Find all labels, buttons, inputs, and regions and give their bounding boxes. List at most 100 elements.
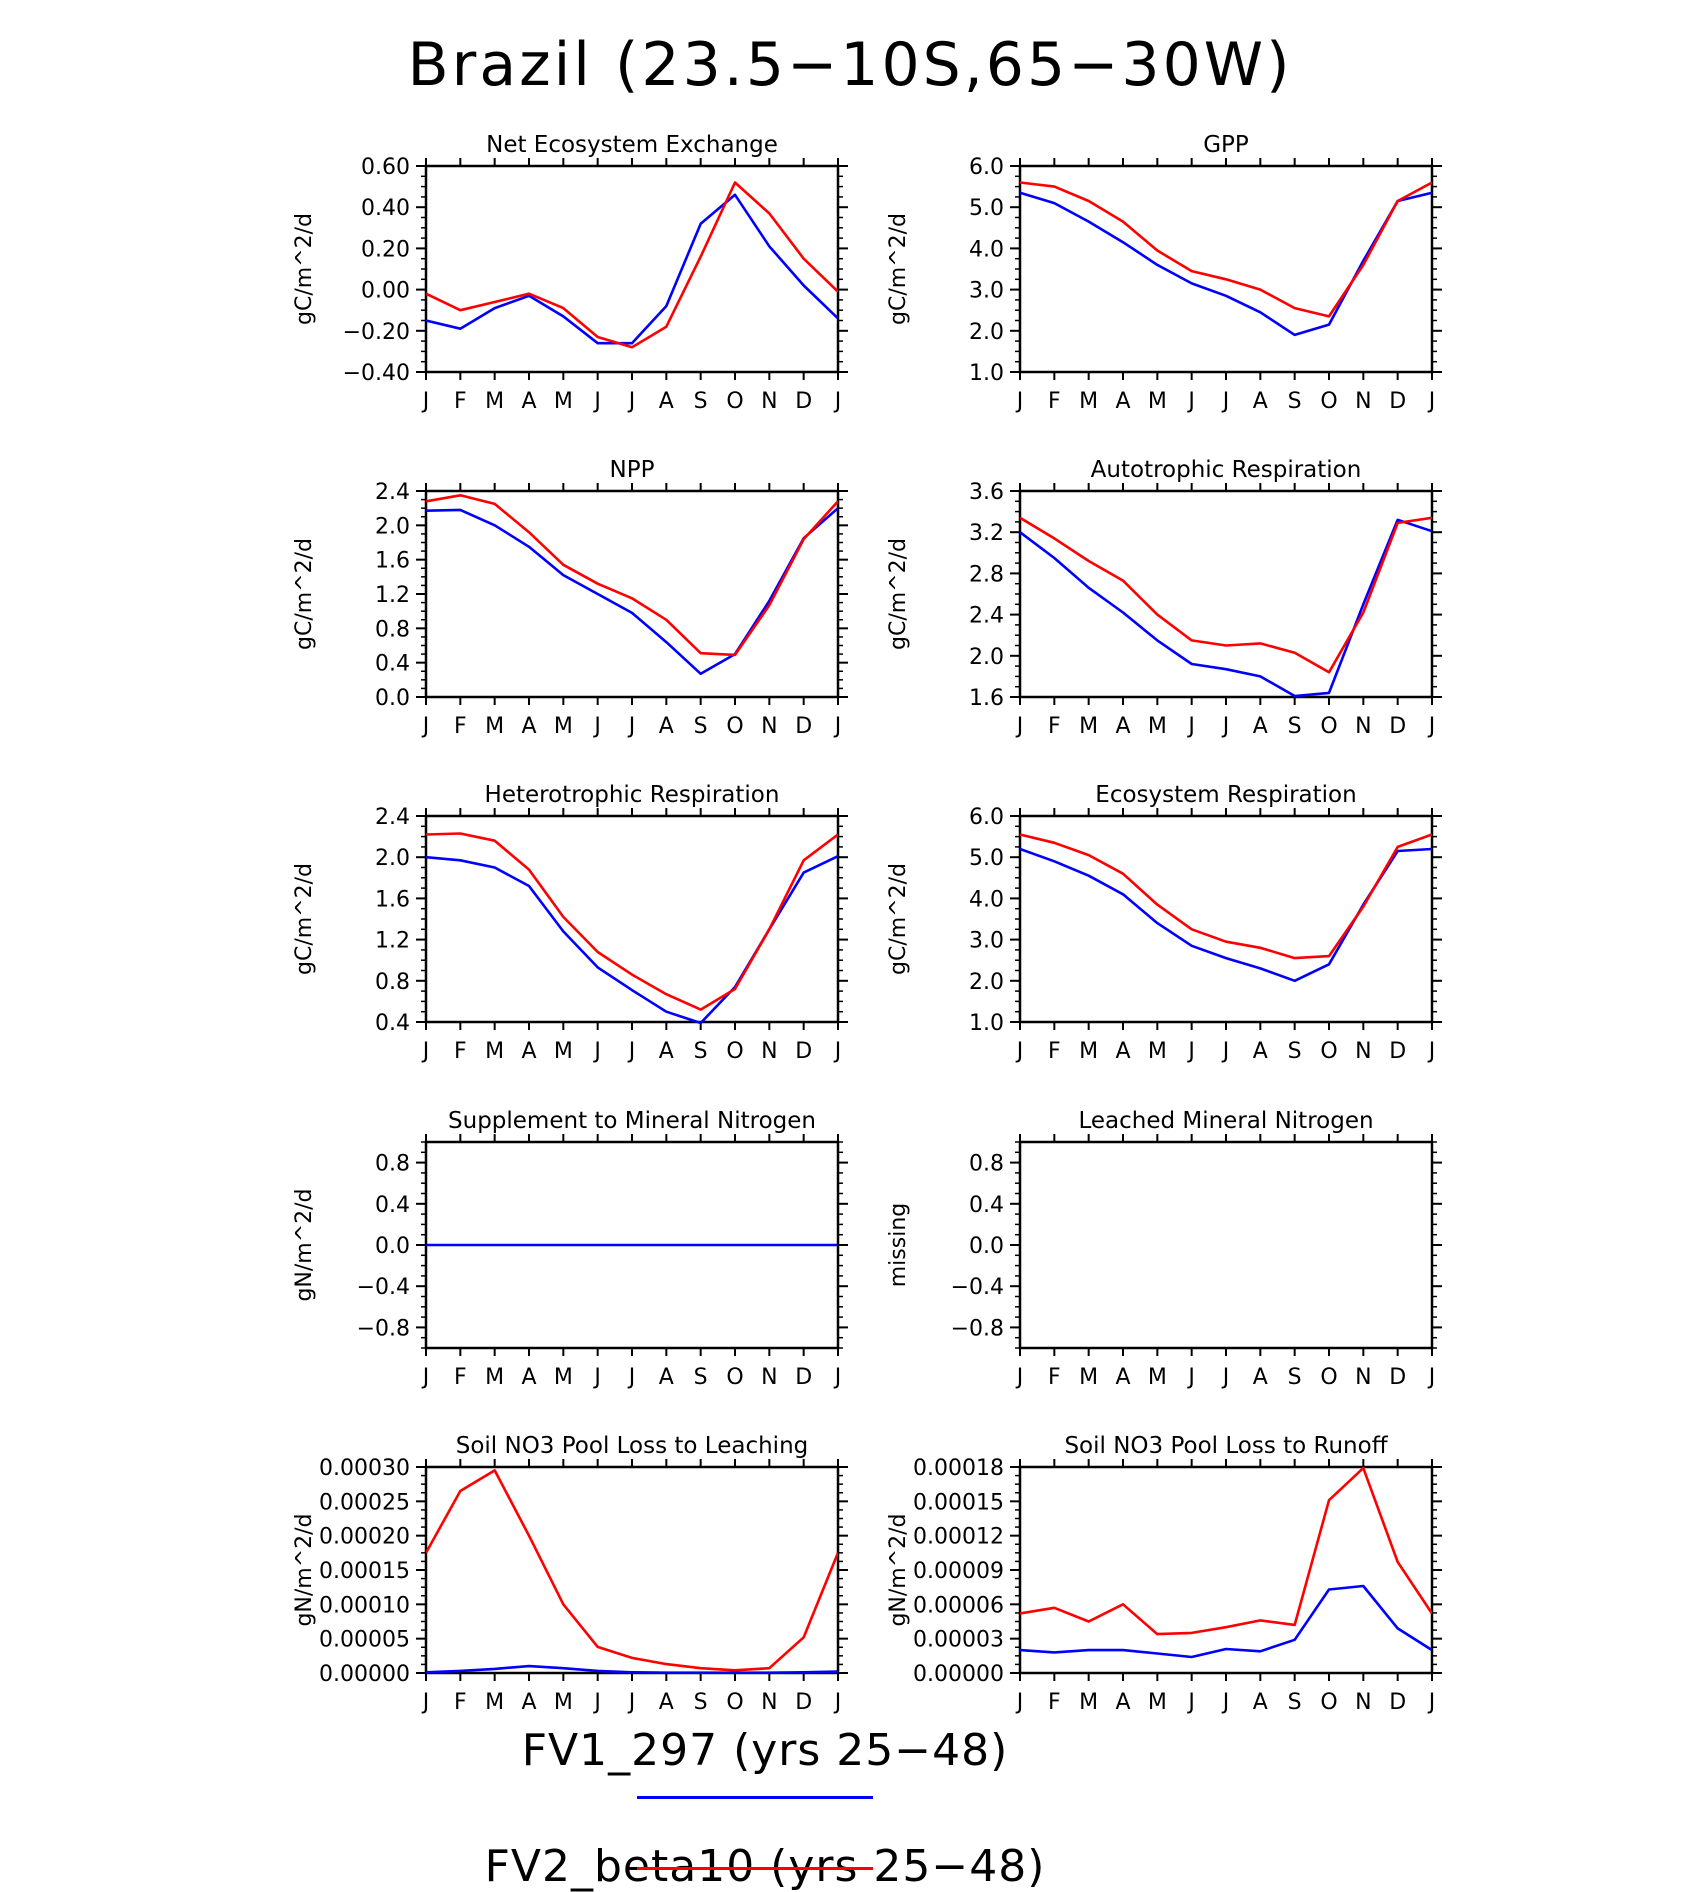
x-tick-label: A (659, 1690, 674, 1715)
x-tick-label: N (1355, 389, 1371, 414)
x-tick-label: A (521, 1690, 536, 1715)
x-tick-label: J (1221, 1039, 1230, 1064)
series-line-fv1 (1020, 518, 1432, 698)
x-tick-label: J (833, 1365, 842, 1390)
series-line-fv2 (426, 832, 838, 1011)
x-tick-label: M (554, 1039, 573, 1064)
x-tick-label: M (554, 714, 573, 739)
y-tick-label: 2.8 (969, 562, 1004, 587)
x-tick-label: J (421, 1690, 430, 1715)
x-tick-label: A (659, 1039, 674, 1064)
plot-frame (1018, 1465, 1434, 1675)
x-tick-label: A (659, 1365, 674, 1390)
y-tick-label: 0.00020 (319, 1525, 410, 1550)
series-line-fv1 (426, 193, 838, 345)
x-tick-label: F (1048, 714, 1061, 739)
y-tick-label: −0.8 (357, 1316, 410, 1341)
x-tick-label: M (485, 1365, 504, 1390)
series-line-fv1 (1020, 191, 1432, 337)
x-tick-label: S (1288, 714, 1302, 739)
x-tick-label: O (726, 1039, 743, 1064)
series-line-fv1 (426, 507, 838, 676)
series-line-fv2 (1020, 833, 1432, 960)
y-tick-label: −0.20 (343, 320, 410, 345)
x-tick-label: J (1427, 714, 1436, 739)
series-line-fv2 (426, 1469, 838, 1672)
y-tick-label: 3.0 (969, 929, 1004, 954)
y-tick-label: 2.0 (969, 970, 1004, 995)
y-tick-label: 0.00 (361, 279, 410, 304)
y-tick-label: 0.00025 (319, 1490, 410, 1515)
x-tick-label: F (1048, 389, 1061, 414)
y-tick-label: 5.0 (969, 196, 1004, 221)
y-tick-label: 3.2 (969, 521, 1004, 546)
x-tick-label: M (1148, 389, 1167, 414)
y-tick-label: 1.2 (375, 583, 410, 608)
x-tick-label: J (1186, 714, 1195, 739)
panel-9: J F M A M J J A S O N D J0.000300.000250.000200.0001… (292, 1433, 848, 1715)
y-tick-label: 2.0 (375, 846, 410, 871)
x-tick-label: F (454, 1365, 467, 1390)
y-axis-label: gC/m^2/d (886, 863, 911, 975)
x-tick-label: J (421, 389, 430, 414)
x-tick-label: J (592, 1365, 601, 1390)
x-tick-label: J (833, 1039, 842, 1064)
series-line-fv2 (1020, 516, 1432, 674)
y-tick-label: 1.6 (375, 549, 410, 574)
x-tick-label: M (554, 1690, 573, 1715)
y-tick-label: 2.4 (969, 604, 1004, 629)
y-tick-label: 0.4 (375, 652, 410, 677)
x-tick-label: D (795, 1690, 812, 1715)
x-tick-label: M (485, 714, 504, 739)
x-tick-label: S (694, 1365, 708, 1390)
x-tick-label: A (1115, 389, 1130, 414)
x-tick-label: J (833, 1690, 842, 1715)
y-tick-label: 0.00018 (913, 1456, 1004, 1481)
y-tick-label: 0.00010 (319, 1593, 410, 1618)
series-line-fv1 (426, 855, 838, 1024)
y-tick-label: 0.8 (375, 970, 410, 995)
y-tick-label: 6.0 (969, 155, 1004, 180)
y-tick-label: −0.8 (951, 1316, 1004, 1341)
y-axis-label: missing (886, 1203, 911, 1288)
x-tick-label: D (1389, 1039, 1406, 1064)
y-tick-label: 0.00015 (913, 1490, 1004, 1515)
x-tick-label: S (1288, 389, 1302, 414)
y-tick-label: 3.6 (969, 480, 1004, 505)
x-tick-label: A (659, 714, 674, 739)
x-tick-label: J (421, 714, 430, 739)
series-line-fv1 (1020, 1584, 1432, 1659)
y-tick-label: −0.40 (343, 361, 410, 386)
x-tick-label: N (761, 1365, 777, 1390)
x-tick-label: J (1221, 1690, 1230, 1715)
x-tick-label: J (1427, 1690, 1436, 1715)
x-tick-label: S (694, 389, 708, 414)
x-tick-label: M (1079, 714, 1098, 739)
x-tick-label: M (554, 389, 573, 414)
x-tick-label: J (627, 1690, 636, 1715)
x-tick-label: J (1427, 389, 1436, 414)
x-tick-label: J (1186, 1039, 1195, 1064)
panel-1: J F M A M J J A S O N D J0.600.400.200.00−0.20−0.40N… (292, 132, 848, 414)
y-tick-label: 0.4 (969, 1193, 1004, 1218)
y-tick-label: 6.0 (969, 805, 1004, 830)
x-tick-label: N (1355, 1365, 1371, 1390)
y-tick-label: 0.00006 (913, 1593, 1004, 1618)
x-tick-label: J (421, 1039, 430, 1064)
panel-title: NPP (610, 457, 655, 483)
plot-frame (1018, 814, 1434, 1024)
x-tick-label: J (592, 389, 601, 414)
x-tick-label: S (1288, 1365, 1302, 1390)
series-line-fv1 (426, 1664, 838, 1674)
x-tick-label: D (1389, 1365, 1406, 1390)
figure-title: Brazil (23.5−10S,65−30W) (407, 30, 1293, 100)
x-tick-label: O (726, 1690, 743, 1715)
x-tick-label: A (1115, 714, 1130, 739)
x-tick-label: A (521, 1039, 536, 1064)
x-tick-label: J (1186, 389, 1195, 414)
y-tick-label: 4.0 (969, 887, 1004, 912)
panel-title: Leached Mineral Nitrogen (1078, 1108, 1373, 1134)
panel-title: GPP (1203, 132, 1249, 158)
